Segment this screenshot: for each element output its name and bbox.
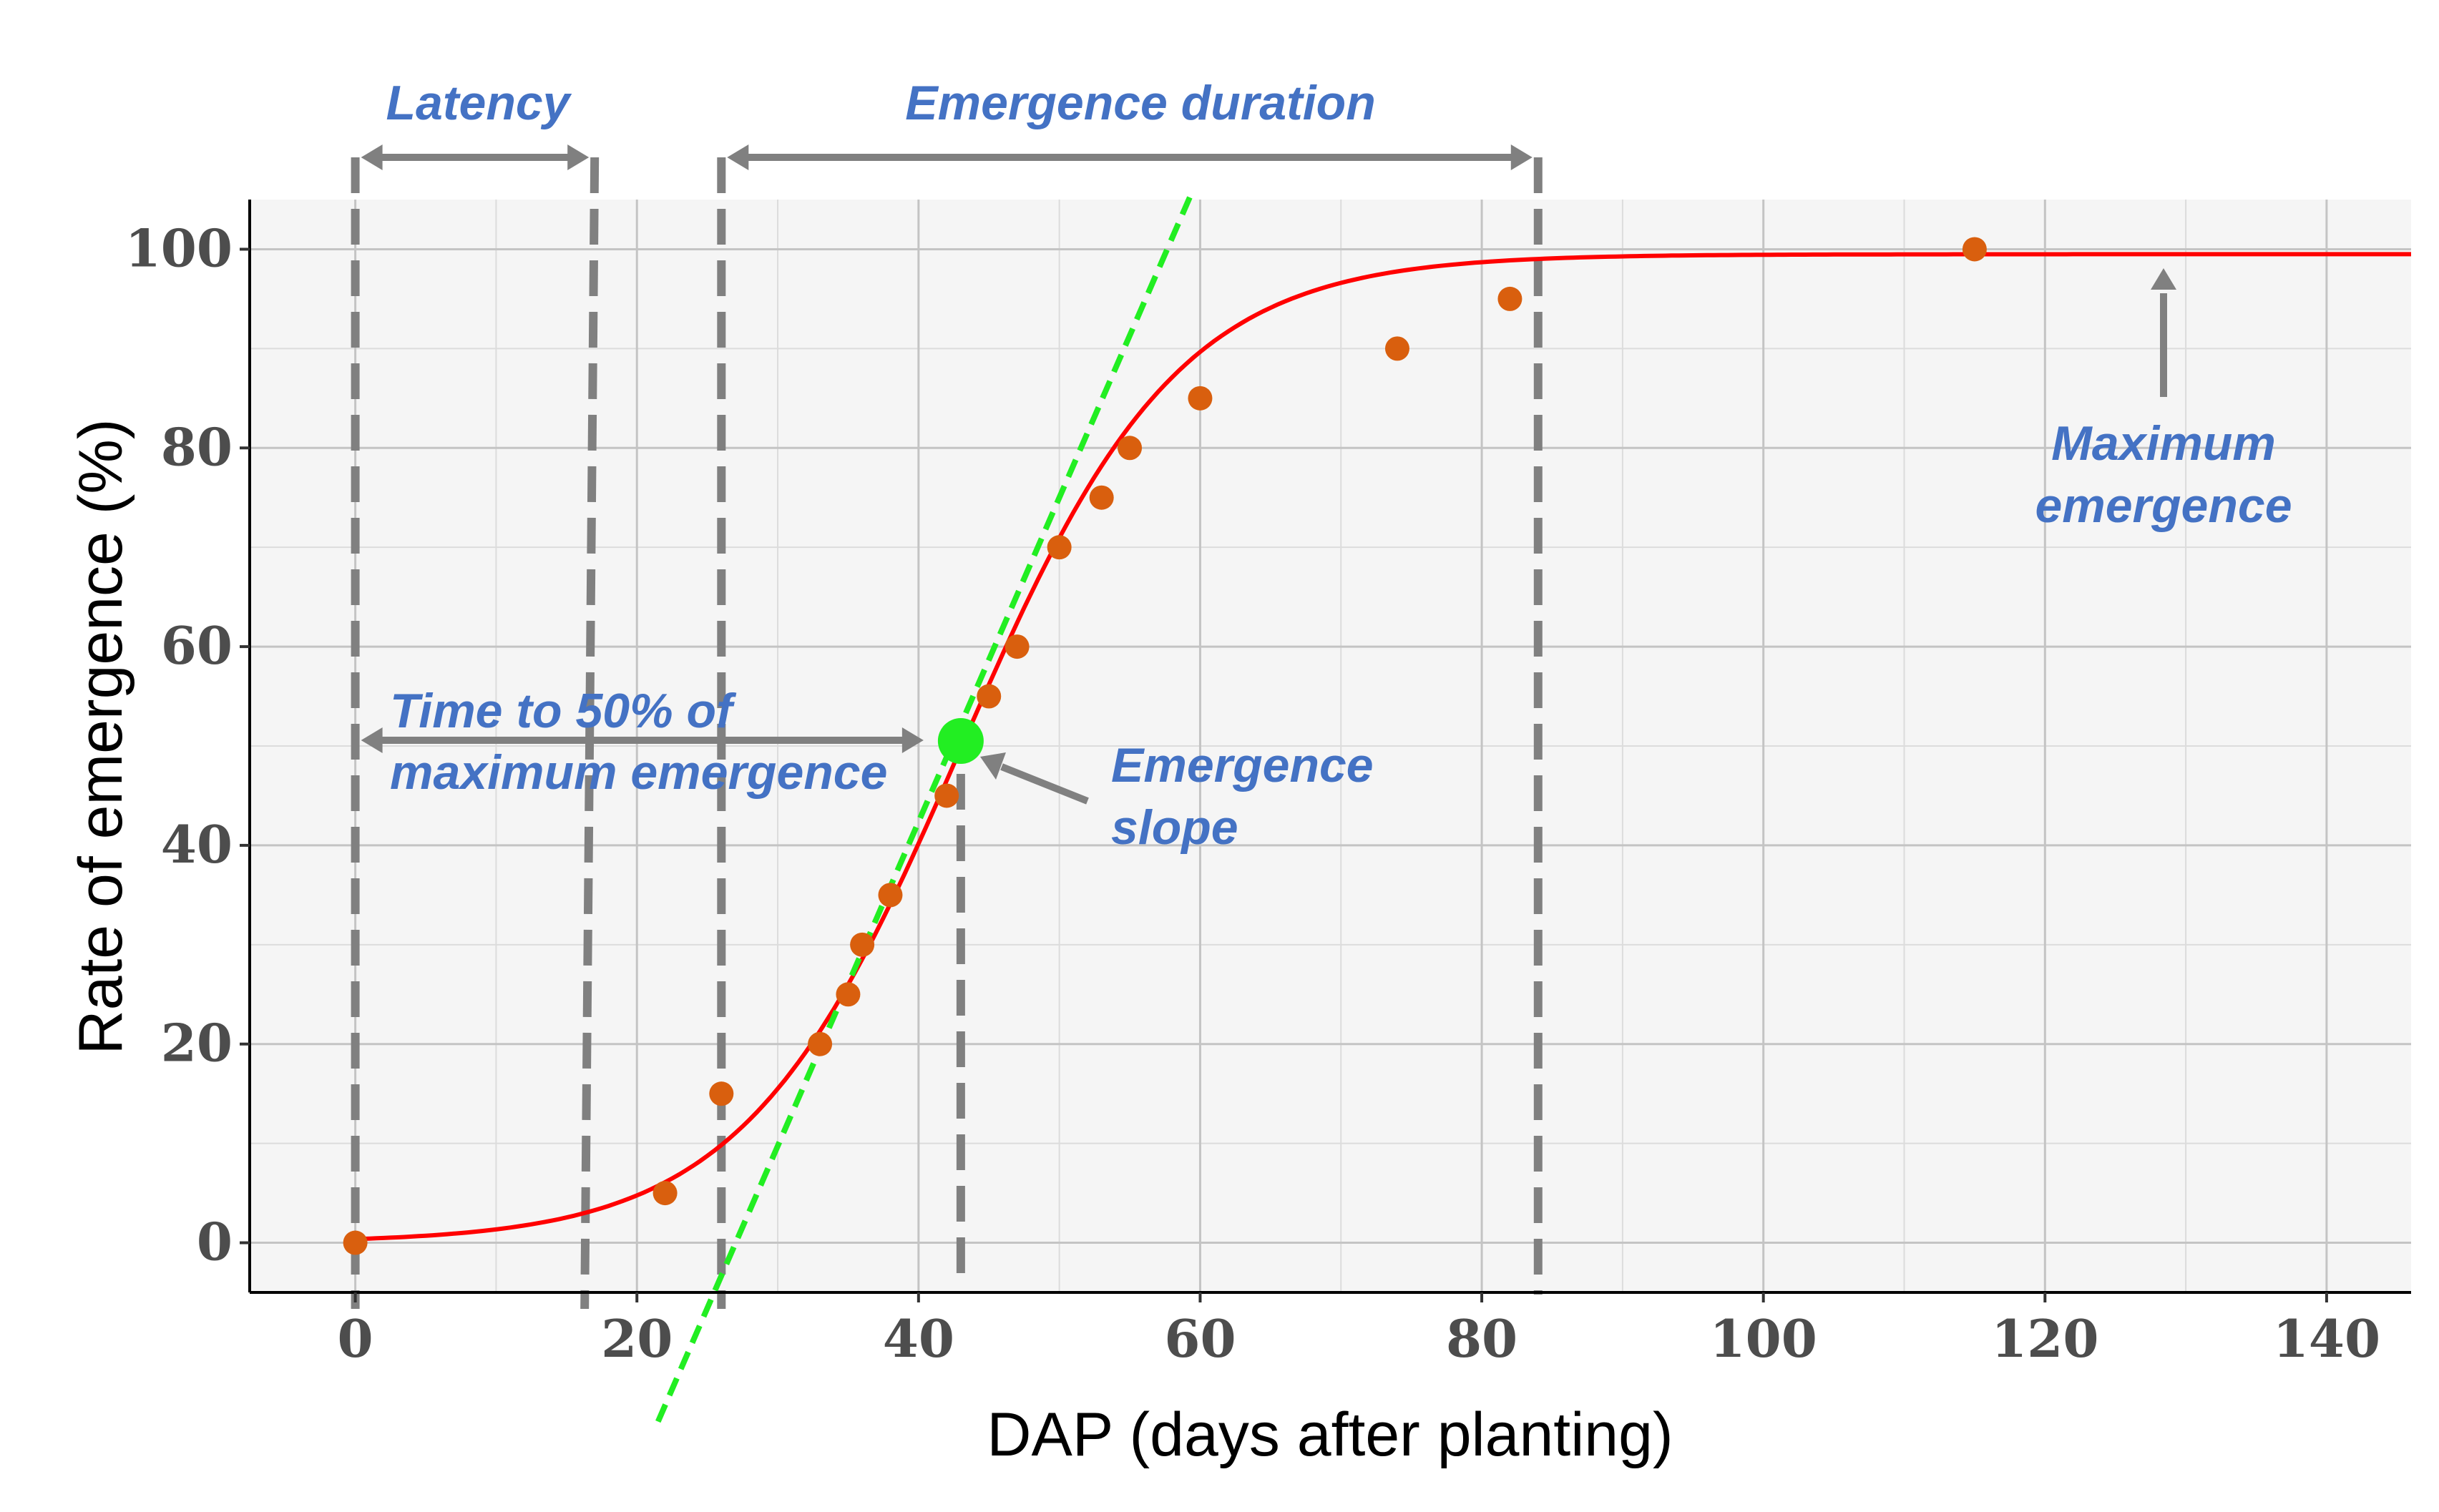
emergence-duration-label: Emergence duration xyxy=(905,76,1376,130)
x-tick-label: 120 xyxy=(1991,1308,2098,1369)
data-point xyxy=(934,783,959,808)
arrowhead xyxy=(980,752,1006,780)
arrowhead xyxy=(361,727,383,753)
reference-lines xyxy=(351,157,1543,1310)
x-tick-label: 60 xyxy=(1164,1308,1236,1369)
data-point xyxy=(850,932,875,957)
x-tick-label: 80 xyxy=(1446,1308,1517,1369)
data-point xyxy=(1497,286,1522,311)
axes xyxy=(248,200,2411,1294)
latency-label: Latency xyxy=(386,76,572,130)
x-tick-label: 40 xyxy=(883,1308,954,1369)
data-point xyxy=(836,982,861,1007)
data-point xyxy=(1005,634,1030,659)
time-to-50-label-line1: Time to 50% of xyxy=(390,684,737,738)
data-point xyxy=(709,1081,734,1106)
y-axis-title: Rate of emergence (%) xyxy=(67,418,135,1054)
arrowhead xyxy=(567,144,590,170)
maximum-emergence-label-line2: emergence xyxy=(2035,478,2292,533)
x-tick-label: 100 xyxy=(1710,1308,1817,1369)
emergence-slope-arrow xyxy=(1000,763,1089,805)
emergence-slope-tangent xyxy=(655,188,1196,1423)
arrowhead xyxy=(2151,268,2176,290)
x-tick-label: 20 xyxy=(601,1308,673,1369)
data-point xyxy=(1047,535,1072,560)
maximum-emergence-label-line1: Maximum xyxy=(2051,416,2276,471)
y-tick-label: 60 xyxy=(161,615,233,676)
data-point xyxy=(977,684,1002,709)
arrowhead xyxy=(901,727,924,753)
data-point xyxy=(1089,485,1114,510)
midpoint-marker xyxy=(937,718,984,765)
emergence-slope-label-line2: slope xyxy=(1111,800,1238,855)
arrowhead xyxy=(1510,144,1533,170)
data-point xyxy=(1118,436,1143,461)
y-tick-label: 100 xyxy=(125,217,233,278)
y-tick-label: 80 xyxy=(161,416,233,477)
x-tick-label: 0 xyxy=(338,1308,373,1369)
reference-dashed-line xyxy=(580,157,600,1310)
arrowhead xyxy=(361,144,383,170)
fitted-curve xyxy=(355,252,2411,1242)
data-point xyxy=(343,1230,368,1255)
data-point xyxy=(878,883,903,908)
axis-ticks: 0 20 40 60 80 100 120 140 0 20 40 60 80 100 xyxy=(125,217,2380,1369)
y-tick-label: 0 xyxy=(197,1212,233,1272)
x-tick-label: 140 xyxy=(2273,1308,2380,1369)
arrowhead xyxy=(727,144,749,170)
x-axis-title: DAP (days after planting) xyxy=(987,1400,1673,1469)
data-point xyxy=(1384,336,1409,361)
data-point xyxy=(1962,237,1987,262)
grid-lines xyxy=(250,200,2411,1292)
data-marks xyxy=(343,188,2411,1423)
y-tick-label: 40 xyxy=(161,814,233,875)
data-point xyxy=(652,1181,678,1206)
data-point xyxy=(808,1031,833,1056)
emergence-slope-label-line1: Emergence xyxy=(1111,738,1374,792)
data-point xyxy=(1188,386,1213,411)
time-to-50-label-line2: maximum emergence xyxy=(390,745,887,800)
annotation-arrows xyxy=(361,144,2176,805)
y-tick-label: 20 xyxy=(161,1013,233,1074)
